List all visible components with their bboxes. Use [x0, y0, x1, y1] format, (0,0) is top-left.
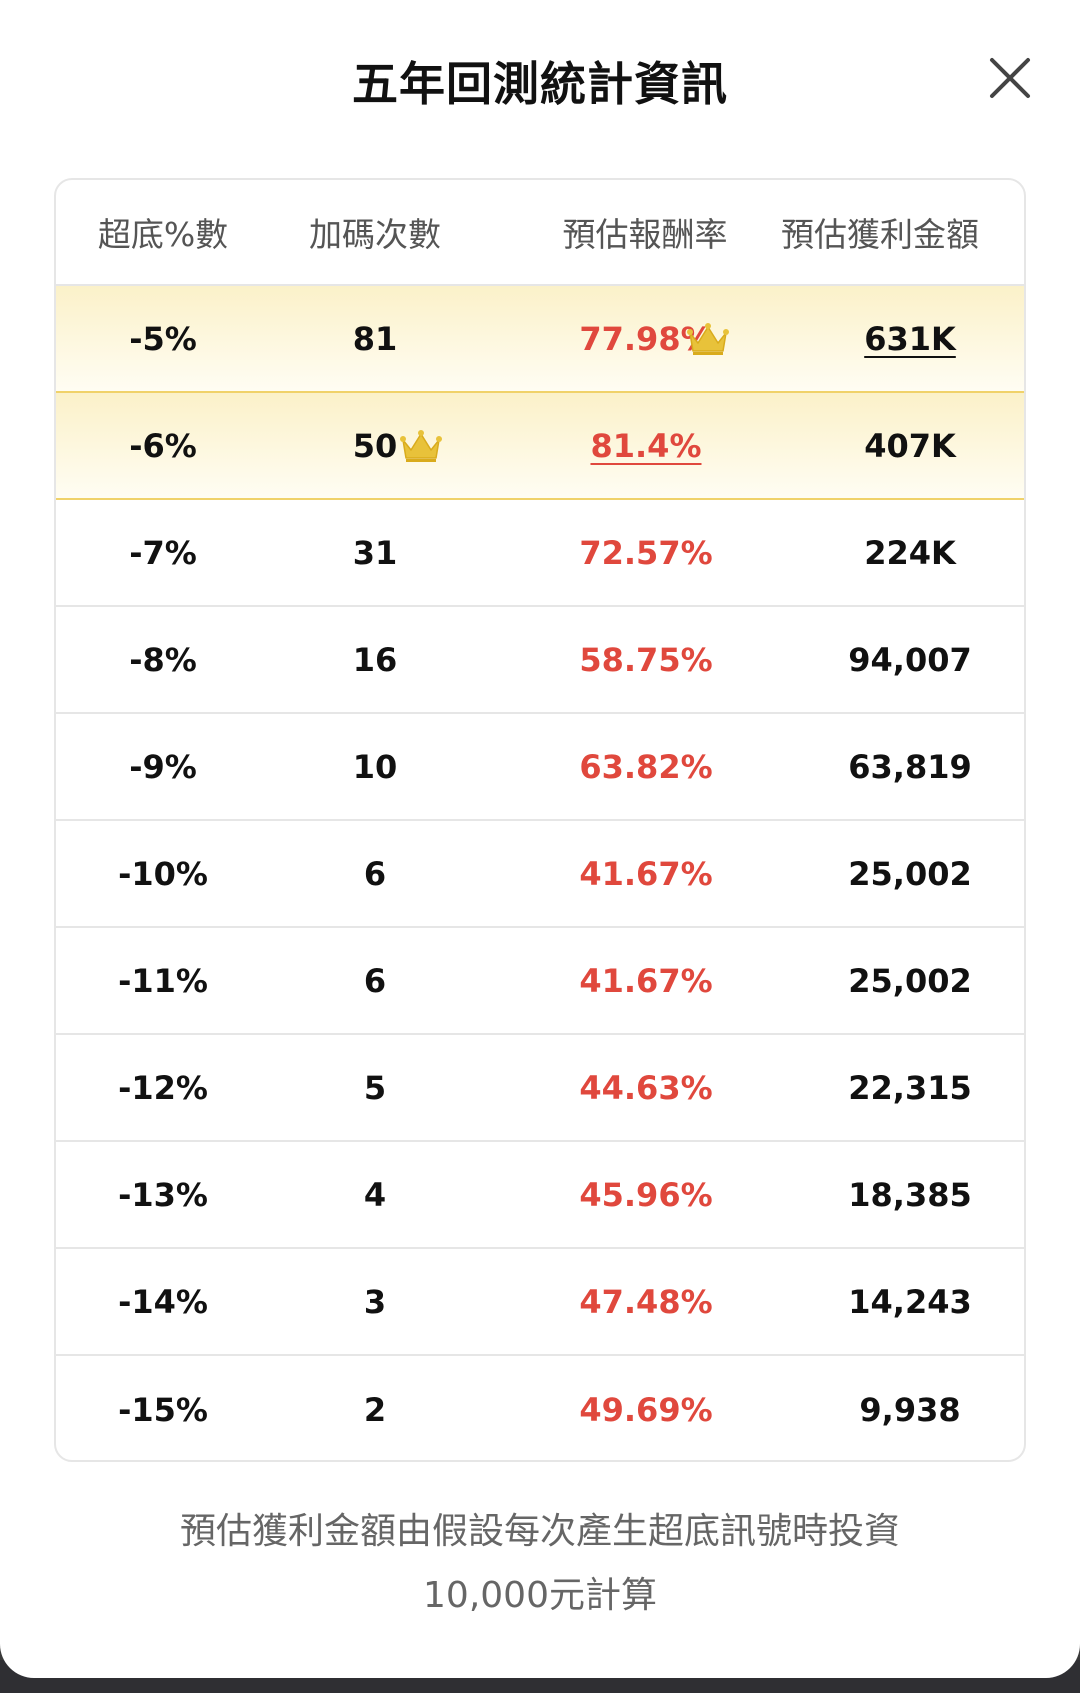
count-cell: 50 [352, 426, 398, 465]
rate-cell: 49.69% [579, 1390, 713, 1429]
footnote-line-2: 10,000元計算 [423, 1575, 657, 1616]
threshold-cell: -13% [118, 1175, 208, 1214]
profit-cell: 63,819 [848, 747, 972, 786]
threshold-cell: -9% [129, 747, 197, 786]
table-row: -7% 31 72.57% 224K [56, 500, 1024, 607]
table-row: -5% 81 77.98% 631K [56, 286, 1024, 393]
rate-cell: 77.98% [579, 319, 713, 358]
threshold-cell: -6% [129, 426, 197, 465]
rate-cell: 58.75% [579, 640, 713, 679]
profit-cell: 22,315 [848, 1068, 972, 1107]
table-row: -13% 4 45.96% 18,385 [56, 1142, 1024, 1249]
modal-title: 五年回測統計資訊 [352, 57, 728, 111]
threshold-cell: -8% [129, 640, 197, 679]
profit-cell: 18,385 [848, 1175, 972, 1214]
table-row: -12% 5 44.63% 22,315 [56, 1035, 1024, 1142]
rate-cell: 41.67% [579, 961, 713, 1000]
close-icon [990, 58, 1030, 98]
profit-cell: 407K [864, 426, 956, 465]
table-row: -15% 2 49.69% 9,938 [56, 1356, 1024, 1460]
profit-cell: 14,243 [848, 1282, 972, 1321]
backtest-table: 超底%數 加碼次數 預估報酬率 預估獲利金額 -5% 81 77.98% 631K -6… [54, 178, 1026, 1462]
table-row: -11% 6 41.67% 25,002 [56, 928, 1024, 1035]
count-cell: 31 [352, 533, 398, 572]
crown-icon [686, 321, 730, 357]
rate-cell: 45.96% [579, 1175, 713, 1214]
header-rate: 預估報酬率 [562, 215, 728, 254]
profit-cell: 94,007 [848, 640, 972, 679]
threshold-cell: -14% [118, 1282, 208, 1321]
threshold-cell: -12% [118, 1068, 208, 1107]
threshold-cell: -11% [118, 961, 208, 1000]
profit-cell: 631K [864, 319, 956, 358]
threshold-cell: -7% [129, 533, 197, 572]
count-cell: 5 [363, 1068, 387, 1107]
count-cell: 6 [363, 854, 387, 893]
count-cell: 3 [363, 1282, 387, 1321]
header-profit: 預估獲利金額 [781, 215, 979, 254]
header-threshold: 超底%數 [97, 215, 229, 254]
rate-cell: 81.4% [590, 426, 702, 465]
count-cell: 4 [363, 1175, 387, 1214]
close-button[interactable] [984, 52, 1036, 104]
profit-cell: 25,002 [848, 961, 972, 1000]
count-cell: 10 [352, 747, 398, 786]
table-row: -6% 50 81.4% 407K [56, 393, 1024, 500]
threshold-cell: -5% [129, 319, 197, 358]
rate-cell: 63.82% [579, 747, 713, 786]
rate-cell: 72.57% [579, 533, 713, 572]
profit-cell: 9,938 [859, 1390, 961, 1429]
count-cell: 2 [363, 1390, 387, 1429]
count-cell: 81 [352, 319, 398, 358]
footnote: 預估獲利金額由假設每次產生超底訊號時投資 10,000元計算 [0, 1500, 1080, 1628]
threshold-cell: -10% [118, 854, 208, 893]
rate-cell: 47.48% [579, 1282, 713, 1321]
rate-cell: 41.67% [579, 854, 713, 893]
threshold-cell: -15% [118, 1390, 208, 1429]
rate-cell: 44.63% [579, 1068, 713, 1107]
crown-icon [399, 428, 443, 464]
table-row: -10% 6 41.67% 25,002 [56, 821, 1024, 928]
footnote-line-1: 預估獲利金額由假設每次產生超底訊號時投資 [179, 1511, 900, 1552]
profit-cell: 25,002 [848, 854, 972, 893]
table-row: -14% 3 47.48% 14,243 [56, 1249, 1024, 1356]
table-row: -9% 10 63.82% 63,819 [56, 714, 1024, 821]
table-row: -8% 16 58.75% 94,007 [56, 607, 1024, 714]
count-cell: 6 [363, 961, 387, 1000]
header-count: 加碼次數 [309, 215, 441, 254]
profit-cell: 224K [864, 533, 956, 572]
count-cell: 16 [352, 640, 398, 679]
table-header-row: 超底%數 加碼次數 預估報酬率 預估獲利金額 [56, 180, 1024, 286]
